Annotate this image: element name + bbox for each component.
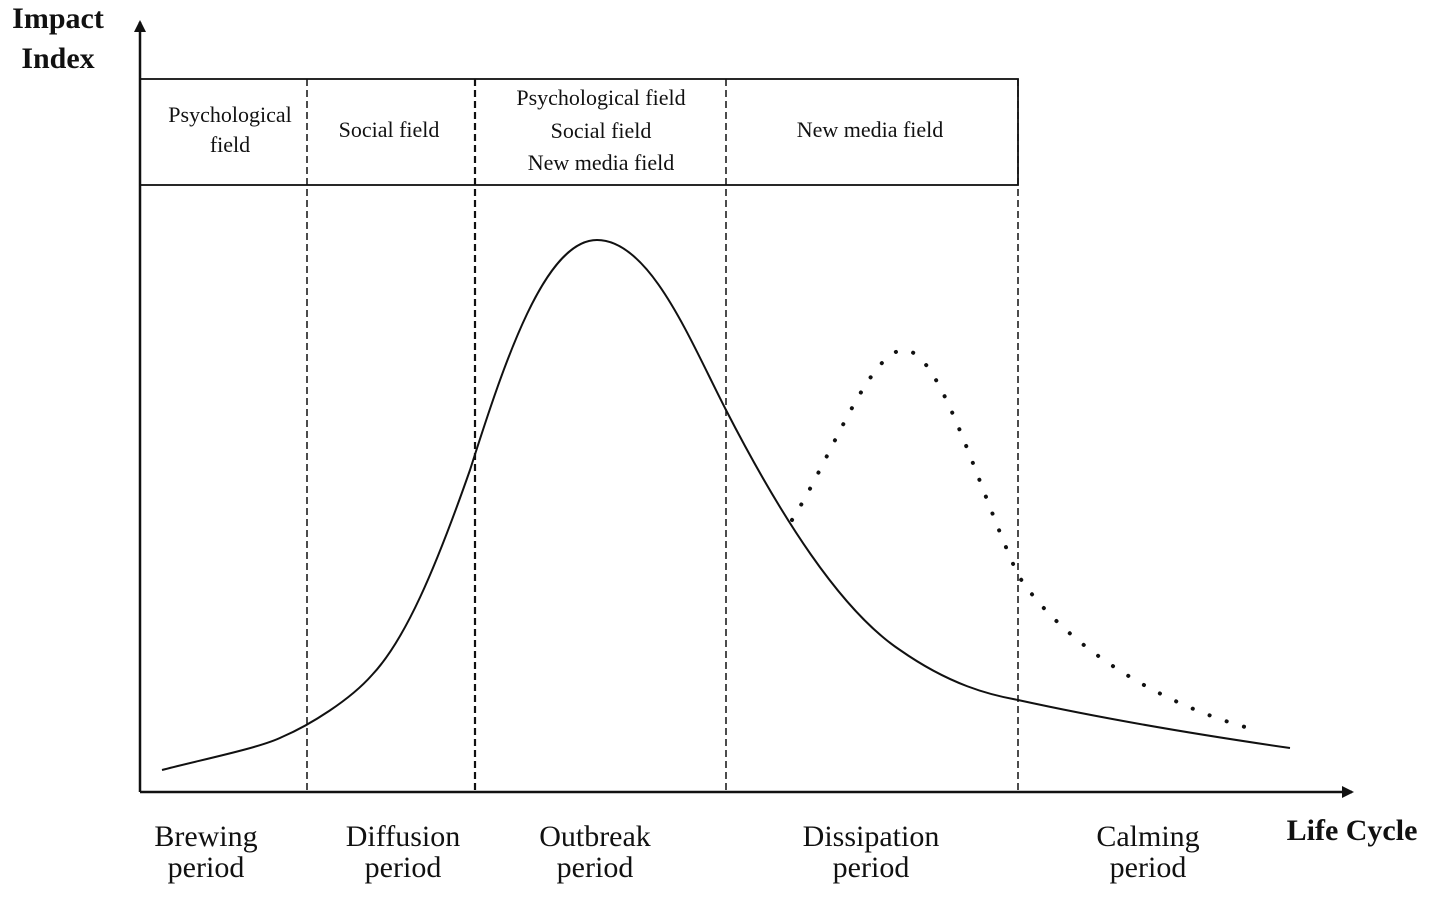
period-label-diffusion-line-1: Diffusion (346, 820, 460, 853)
period-label-brewing-line-1: Brewing (154, 820, 257, 853)
period-label-dissipation-line-1: Dissipation (803, 820, 940, 853)
field-header-box (139, 78, 1019, 186)
y-axis-title-line-2: Index (21, 42, 94, 75)
field-label-1-line-1: Psychological (168, 102, 291, 127)
period-label-dissipation-line-2: period (833, 851, 910, 884)
main-impact-curve (161, 238, 1291, 771)
period-label-calming-line-2: period (1110, 851, 1187, 884)
y-axis-title-line-1: Impact (12, 2, 104, 35)
period-label-calming-line-1: Calming (1096, 820, 1199, 853)
period-label-brewing-line-2: period (168, 851, 245, 884)
secondary-outbreak-curve (790, 347, 1247, 729)
period-label-outbreak-line-2: period (557, 851, 634, 884)
period-label-outbreak-line-1: Outbreak (539, 820, 651, 853)
field-label-1-line-2: field (210, 132, 250, 157)
field-label-4: New media field (797, 117, 944, 142)
field-label-3-line-1: Psychological field (516, 85, 685, 110)
field-label-3-line-3: New media field (528, 150, 675, 175)
period-label-diffusion-line-2: period (365, 851, 442, 884)
field-label-2: Social field (339, 117, 440, 142)
x-axis-title: Life Cycle (1287, 814, 1418, 847)
field-label-3-line-2: Social field (551, 118, 652, 143)
